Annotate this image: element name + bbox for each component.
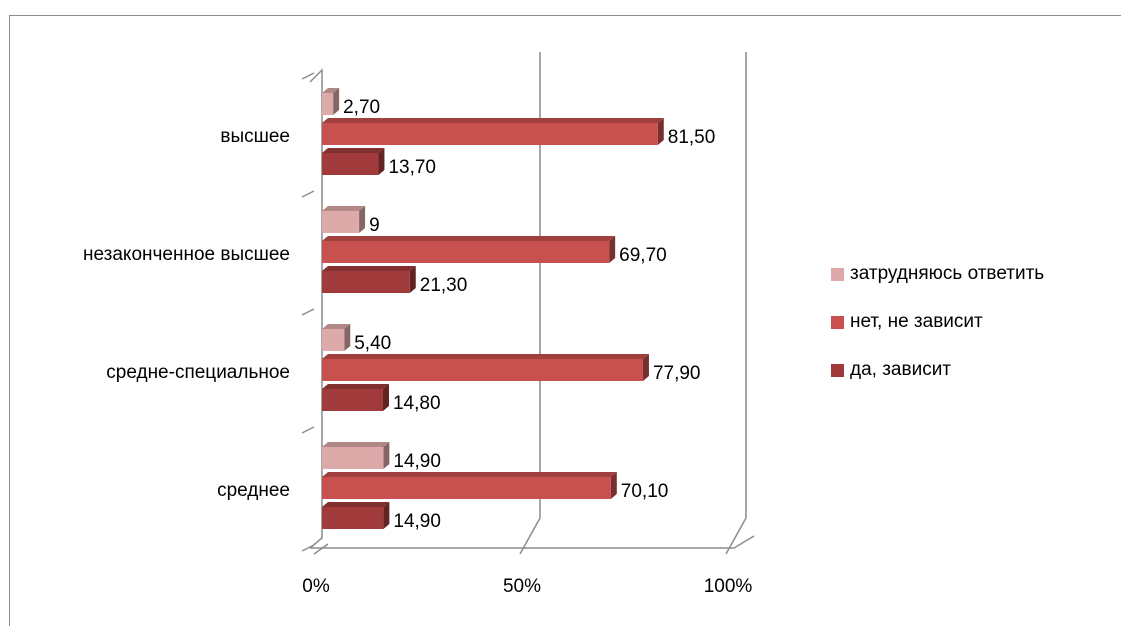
bar-side (344, 324, 351, 351)
bar-side (378, 148, 385, 175)
bar-side (409, 266, 416, 293)
category-tick (301, 426, 315, 434)
legend-swatch-net (831, 315, 844, 329)
bar-top (322, 442, 390, 447)
axis-wall (309, 68, 323, 549)
bar (322, 507, 384, 529)
legend-swatch-da (831, 363, 844, 377)
bar (322, 477, 611, 499)
data-label: 77,90 (653, 363, 701, 384)
bar-top (322, 206, 366, 211)
data-label: 69,70 (619, 245, 667, 266)
bar (322, 153, 379, 175)
category-tick (301, 72, 315, 80)
bar-top (322, 502, 390, 507)
bar-top (322, 236, 616, 241)
data-label: 14,90 (393, 511, 441, 532)
chart-legend: затрудняюсь ответить нет, не зависит да,… (831, 262, 1044, 406)
x-tick-label: 0% (302, 576, 330, 597)
data-label: 21,30 (420, 275, 468, 296)
x-tick-label: 50% (503, 576, 541, 597)
data-label: 14,90 (393, 451, 441, 472)
category-tick (301, 190, 315, 198)
data-label: 9 (369, 215, 380, 236)
bar (322, 271, 410, 293)
gridline-floor (519, 517, 541, 555)
chart-frame (9, 15, 1121, 626)
data-label: 70,10 (621, 481, 669, 502)
bar-top (322, 266, 416, 271)
legend-label-net: нет, не зависит (850, 311, 983, 332)
bar (322, 211, 360, 233)
axis-floor (310, 535, 755, 549)
legend-item-da: да, зависит (831, 358, 1044, 382)
bar (322, 123, 658, 145)
legend-item-zatrudnyayus: затрудняюсь ответить (831, 262, 1044, 286)
bar-top (322, 384, 389, 389)
bar-side (359, 206, 366, 233)
legend-label-zatrudnyayus: затрудняюсь ответить (850, 263, 1045, 284)
data-label: 14,80 (393, 393, 441, 414)
legend-item-net: нет, не зависит (831, 310, 1044, 334)
bar-top (322, 118, 664, 123)
bar-side (642, 354, 649, 381)
data-label: 81,50 (668, 127, 716, 148)
legend-swatch-zatrudnyayus (831, 267, 844, 281)
gridline-floor (313, 543, 329, 555)
bar-top (322, 148, 385, 153)
bar-side (657, 118, 664, 145)
category-label: средне-специальное (106, 362, 290, 383)
bar-side (383, 442, 390, 469)
category-tick (301, 308, 315, 316)
bar (322, 389, 383, 411)
bar-side (333, 88, 340, 115)
data-label: 5,40 (354, 333, 391, 354)
category-tick (301, 544, 315, 552)
data-label: 2,70 (343, 97, 380, 118)
bar (322, 93, 334, 115)
legend-label-da: да, зависит (850, 359, 952, 380)
bar-side (609, 236, 616, 263)
category-label: среднее (217, 480, 290, 501)
category-label: высшее (220, 126, 290, 147)
bar-top (322, 472, 617, 477)
bar (322, 329, 345, 351)
bar-top (322, 354, 649, 359)
data-label: 13,70 (388, 157, 436, 178)
bar (322, 447, 384, 469)
bar-side (383, 502, 390, 529)
bar-top (322, 88, 340, 93)
bar-top (322, 324, 351, 329)
bar-side (610, 472, 617, 499)
x-tick-label: 100% (704, 576, 753, 597)
gridline-floor (725, 517, 747, 555)
bar (322, 359, 643, 381)
category-label: незаконченное высшее (83, 244, 290, 265)
bar-side (382, 384, 389, 411)
bar (322, 241, 610, 263)
